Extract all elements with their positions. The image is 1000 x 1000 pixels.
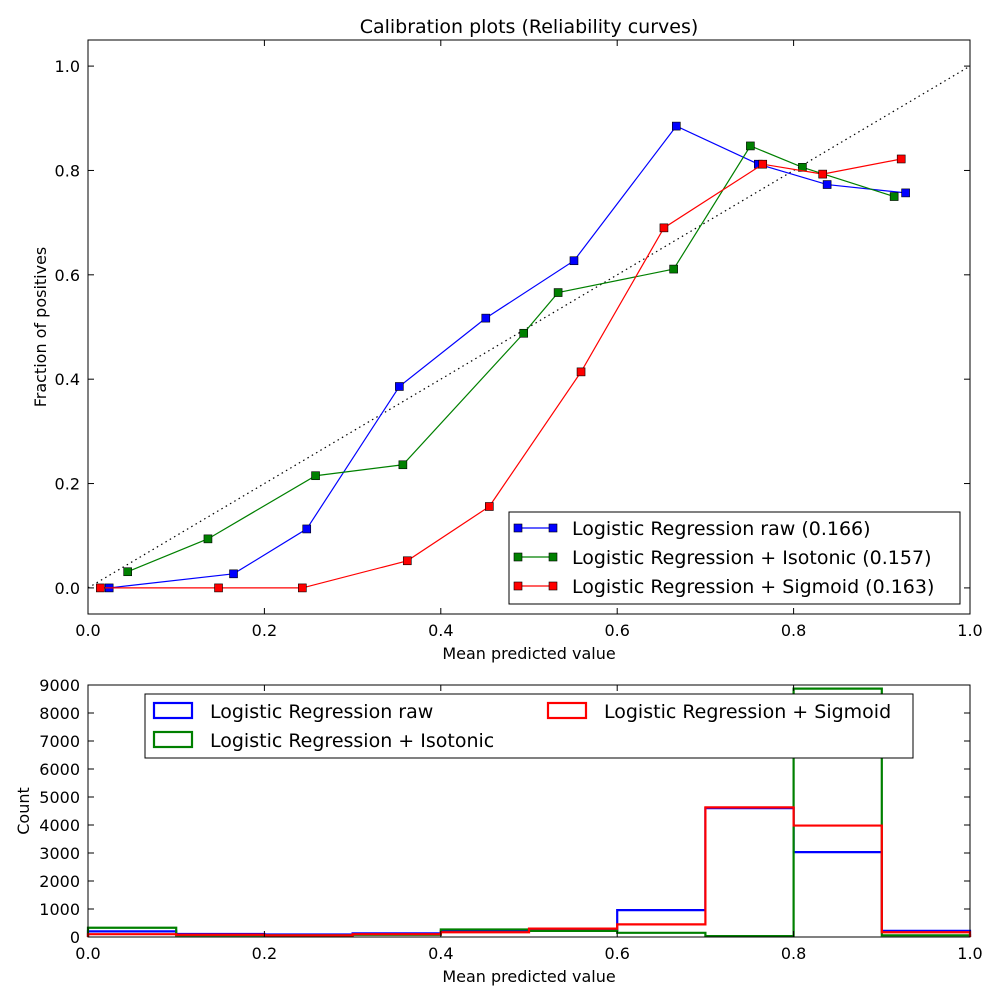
- data-point-0-9: [901, 188, 910, 198]
- legend-marker-a-2: [513, 581, 523, 591]
- y-tick-label-0: 0.0: [55, 579, 80, 598]
- hist-y-tick-label-3: 3000: [39, 844, 80, 863]
- legend-marker-b-1: [548, 552, 558, 562]
- data-point-2-2: [298, 583, 307, 593]
- legend-marker-a-0: [513, 523, 523, 533]
- histogram-ticks: 0.0 0.2 0.4 0.6 0.8 1.0 0 1000 2000 3000 4000 5000 6…: [39, 676, 982, 963]
- histogram-step-0: [86, 807, 972, 937]
- data-point-1-0: [123, 567, 132, 577]
- y-tick-label-4: 0.8: [55, 161, 80, 180]
- hist-y-tick-label-1: 1000: [39, 900, 80, 919]
- histogram-legend-swatch-0: [152, 701, 194, 720]
- hist-x-tick-label-1: 0.2: [252, 944, 277, 963]
- x-tick-label-1: 0.2: [252, 621, 277, 640]
- data-point-0-1: [229, 569, 238, 579]
- hist-y-tick-label-7: 7000: [39, 732, 80, 751]
- histogram-legend-label-2: Logistic Regression + Sigmoid: [604, 701, 891, 723]
- calibration-plot-frame: [87, 39, 971, 615]
- calibration-plot: 0.0 0.2 0.4 0.6 0.8 1.0 0.0 0.2 0.4 0.6 0.8 1.0 Cal…: [31, 16, 983, 663]
- hist-x-tick-label-4: 0.8: [781, 944, 806, 963]
- data-point-2-6: [659, 223, 669, 233]
- hist-x-tick-label-5: 1.0: [957, 944, 982, 963]
- legend-marker-b-2: [548, 581, 558, 591]
- data-point-1-5: [553, 288, 563, 297]
- hist-x-tick-label-0: 0.0: [75, 944, 100, 963]
- x-tick-label-5: 1.0: [957, 621, 982, 640]
- y-tick-label-1: 0.2: [55, 475, 80, 494]
- histogram-legend-label-1: Logistic Regression + Isotonic: [210, 730, 494, 752]
- data-point-1-3: [398, 460, 408, 470]
- data-point-2-8: [818, 169, 828, 179]
- legend-label-2: Logistic Regression + Sigmoid (0.163): [572, 576, 934, 598]
- hist-y-tick-label-5: 5000: [39, 788, 80, 807]
- data-point-1-1: [203, 534, 213, 544]
- hist-y-tick-label-2: 2000: [39, 872, 80, 891]
- y-tick-label-3: 0.6: [55, 266, 80, 285]
- data-point-2-7: [758, 159, 768, 169]
- y-tick-label-2: 0.4: [55, 370, 80, 389]
- data-point-0-2: [302, 524, 312, 534]
- x-tick-label-2: 0.4: [428, 621, 453, 640]
- data-point-2-0: [96, 583, 105, 593]
- x-axis-label: Mean predicted value: [442, 644, 615, 663]
- legend-label-0: Logistic Regression raw (0.166): [572, 518, 871, 540]
- hist-x-tick-label-2: 0.4: [428, 944, 453, 963]
- x-tick-label-3: 0.6: [604, 621, 629, 640]
- series-line-2: [100, 158, 902, 589]
- data-point-2-4: [485, 502, 494, 511]
- hist-y-tick-label-4: 4000: [39, 816, 80, 835]
- series-line-0: [109, 125, 906, 589]
- data-point-0-3: [395, 382, 404, 391]
- data-point-0-8: [822, 180, 832, 189]
- perfectly-calibrated-line: [87, 65, 971, 589]
- histogram-content: [86, 687, 972, 938]
- calibration-plot-ticks: 0.0 0.2 0.4 0.6 0.8 1.0 0.0 0.2 0.4 0.6 0.8 1.0: [55, 40, 983, 640]
- data-point-2-3: [402, 556, 412, 566]
- legend-label-1: Logistic Regression + Isotonic (0.157): [572, 547, 931, 569]
- calibration-legend: Logistic Regression raw (0.166) Logistic …: [508, 511, 961, 605]
- histogram-plot: 0.0 0.2 0.4 0.6 0.8 1.0 0 1000 2000 3000 4000 5000 6…: [14, 676, 983, 986]
- histogram-legend-box: [144, 693, 914, 759]
- data-point-0-4: [481, 313, 491, 323]
- y-tick-label-5: 1.0: [55, 57, 80, 76]
- data-point-2-9: [896, 154, 906, 164]
- data-point-1-6: [669, 264, 678, 274]
- data-point-1-9: [889, 192, 899, 201]
- data-point-2-1: [214, 583, 223, 593]
- hist-y-tick-label-0: 0: [70, 928, 80, 947]
- histogram-legend-label-0: Logistic Regression raw: [210, 701, 433, 723]
- legend-marker-b-0: [548, 523, 558, 533]
- data-point-0-5: [569, 256, 579, 266]
- histogram-step-2: [86, 806, 972, 937]
- histogram-legend-swatch-1: [152, 730, 194, 749]
- histogram-legend-swatch-2: [546, 701, 588, 720]
- legend-marker-a-1: [513, 552, 523, 562]
- hist-y-tick-label-8: 8000: [39, 704, 80, 723]
- chart-title: Calibration plots (Reliability curves): [360, 16, 699, 38]
- hist-x-tick-label-3: 0.6: [604, 944, 629, 963]
- data-point-1-7: [746, 141, 755, 151]
- histogram-x-axis-label: Mean predicted value: [442, 967, 615, 986]
- histogram-y-axis-label: Count: [14, 787, 33, 835]
- series-line-1: [127, 145, 895, 573]
- hist-y-tick-label-6: 6000: [39, 760, 80, 779]
- hist-y-tick-label-9: 9000: [39, 676, 80, 695]
- calibration-plot-content: [87, 65, 971, 593]
- legend-box: [508, 511, 961, 605]
- histogram-legend: Logistic Regression raw Logistic Regressi…: [144, 693, 914, 759]
- data-point-0-6: [671, 121, 681, 131]
- data-point-1-2: [311, 471, 320, 481]
- x-tick-label-4: 0.8: [781, 621, 806, 640]
- histogram-frame: [87, 684, 971, 938]
- data-point-1-4: [519, 328, 529, 338]
- y-axis-label: Fraction of positives: [31, 247, 50, 408]
- data-point-2-5: [576, 367, 586, 377]
- x-tick-label-0: 0.0: [75, 621, 100, 640]
